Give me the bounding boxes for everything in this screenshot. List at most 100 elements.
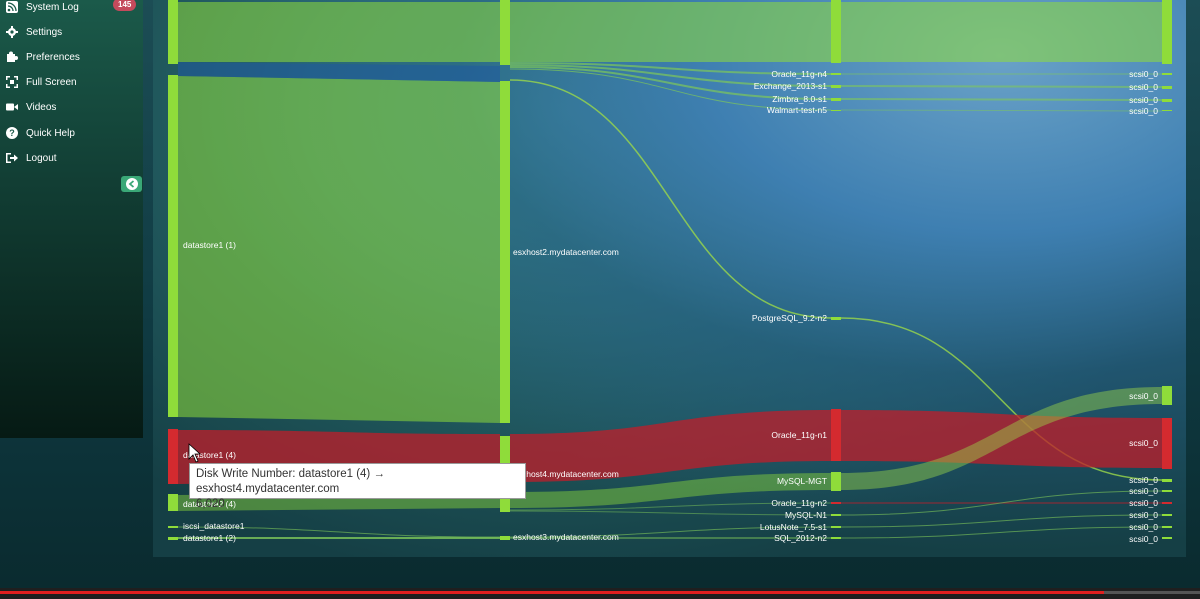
sankey-node[interactable] xyxy=(831,514,841,516)
sankey-link[interactable] xyxy=(509,64,832,87)
node-label: scsi0_0 xyxy=(1129,534,1158,544)
node-label: PostgreSQL_9.2-n2 xyxy=(752,313,827,323)
sankey-node[interactable] xyxy=(500,81,510,423)
logout-icon xyxy=(6,152,18,164)
sankey-node[interactable] xyxy=(831,502,841,504)
sankey-node[interactable] xyxy=(1162,0,1172,64)
sankey-node[interactable] xyxy=(168,526,178,528)
sankey-node[interactable] xyxy=(831,526,841,528)
sankey-node[interactable] xyxy=(168,75,178,417)
sankey-link[interactable] xyxy=(841,387,1162,490)
arrow-left-circle-icon xyxy=(125,178,138,190)
node-label: esxhost2.mydatacenter.com xyxy=(513,247,619,257)
node-label: scsi0_0 xyxy=(1129,486,1158,496)
sankey-link[interactable] xyxy=(177,526,501,538)
sankey-link[interactable] xyxy=(510,473,831,508)
gear-icon xyxy=(6,26,18,38)
sankey-node[interactable] xyxy=(1162,386,1172,405)
sankey-node[interactable] xyxy=(831,537,841,539)
sankey-link[interactable] xyxy=(509,510,832,516)
sankey-node[interactable] xyxy=(500,0,510,65)
rss-icon xyxy=(6,1,18,13)
sankey-node[interactable] xyxy=(500,536,510,540)
sankey-node[interactable] xyxy=(1162,479,1172,482)
sankey-node[interactable] xyxy=(831,85,841,88)
node-label: datastore1 (2) xyxy=(183,533,236,543)
sankey-node[interactable] xyxy=(831,472,841,491)
sankey-link[interactable] xyxy=(841,2,1162,62)
tooltip-value: 6,020 xyxy=(196,498,225,510)
sankey-node[interactable] xyxy=(168,429,178,484)
sankey-link[interactable] xyxy=(509,526,832,538)
sankey-node[interactable] xyxy=(1162,99,1172,102)
sankey-node[interactable] xyxy=(831,98,841,101)
sidebar-item-settings[interactable]: Settings xyxy=(0,22,143,42)
sankey-node[interactable] xyxy=(1162,514,1172,516)
sankey-link[interactable] xyxy=(841,410,1162,468)
sankey-link[interactable] xyxy=(178,2,500,62)
node-label: scsi0_0 xyxy=(1129,510,1158,520)
sankey-link[interactable] xyxy=(178,76,500,423)
sankey-link[interactable] xyxy=(510,2,831,62)
node-label: Oracle_11g-n1 xyxy=(771,430,827,440)
sankey-link[interactable] xyxy=(840,98,1163,101)
sankey-node[interactable] xyxy=(1162,418,1172,469)
node-label: scsi0_0 xyxy=(1129,475,1158,485)
sankey-link[interactable] xyxy=(840,514,1163,528)
sankey-node[interactable] xyxy=(831,73,841,75)
video-progress-fill[interactable] xyxy=(0,591,1104,594)
node-label: Zimbra_8.0-s1 xyxy=(772,94,827,104)
sankey-link[interactable] xyxy=(509,502,832,511)
sankey-link[interactable] xyxy=(840,317,1163,481)
sankey-node[interactable] xyxy=(1162,537,1172,539)
sidebar-item-system-log[interactable]: System Log 145 xyxy=(0,0,143,17)
sidebar-item-label: Preferences xyxy=(26,51,80,63)
sankey-node[interactable] xyxy=(168,0,178,64)
sankey-node[interactable] xyxy=(168,537,178,540)
node-label: Oracle_11g-n2 xyxy=(771,498,827,508)
sankey-link[interactable] xyxy=(840,526,1163,539)
node-label: iscsi_datastore1 xyxy=(183,521,245,531)
sankey-link[interactable] xyxy=(509,79,832,319)
node-label: scsi0_0 xyxy=(1129,82,1158,92)
sankey-node[interactable] xyxy=(1162,502,1172,504)
sankey-link[interactable] xyxy=(840,490,1163,516)
sidebar-item-preferences[interactable]: Preferences xyxy=(0,47,143,67)
sankey-node[interactable] xyxy=(168,494,178,511)
sankey-node[interactable] xyxy=(831,409,841,461)
sidebar-item-logout[interactable]: Logout xyxy=(0,148,143,168)
sankey-link[interactable] xyxy=(509,68,832,111)
node-label: scsi0_0 xyxy=(1129,391,1158,401)
sankey-node[interactable] xyxy=(1162,73,1172,75)
sankey-link[interactable] xyxy=(509,62,832,75)
node-label: Oracle_11g-n4 xyxy=(771,69,827,79)
sidebar-item-videos[interactable]: Videos xyxy=(0,97,143,117)
sankey-link[interactable] xyxy=(840,85,1163,88)
video-icon xyxy=(6,101,18,113)
sankey-node[interactable] xyxy=(1162,526,1172,528)
sidebar-item-full-screen[interactable]: Full Screen xyxy=(0,72,143,92)
sidebar-item-label: Quick Help xyxy=(26,127,75,139)
sankey-node[interactable] xyxy=(831,110,841,111)
sankey-node[interactable] xyxy=(1162,110,1172,111)
puzzle-icon xyxy=(6,51,18,63)
node-label: LotusNote_7.5-s1 xyxy=(760,522,827,532)
sankey-node[interactable] xyxy=(1162,490,1172,492)
sidebar-item-label: Settings xyxy=(26,26,63,38)
sankey-link[interactable] xyxy=(840,109,1163,112)
sidebar-item-label: Videos xyxy=(26,101,57,113)
sankey-link[interactable] xyxy=(510,410,831,482)
fullscreen-icon xyxy=(6,76,18,88)
node-label: datastore1 (4) xyxy=(183,450,236,460)
sankey-link[interactable] xyxy=(509,66,832,100)
sankey-node[interactable] xyxy=(831,317,841,320)
sidebar-item-quick-help[interactable]: ? Quick Help xyxy=(0,123,143,143)
collapse-sidebar-button[interactable] xyxy=(121,176,142,192)
sankey-link[interactable] xyxy=(178,62,500,82)
node-label: esxhost3.mydatacenter.com xyxy=(513,532,619,542)
node-label: datastore1 (1) xyxy=(183,240,236,250)
sankey-node[interactable] xyxy=(1162,86,1172,89)
node-label: SQL_2012-n2 xyxy=(774,533,827,543)
sankey-node[interactable] xyxy=(831,0,841,63)
